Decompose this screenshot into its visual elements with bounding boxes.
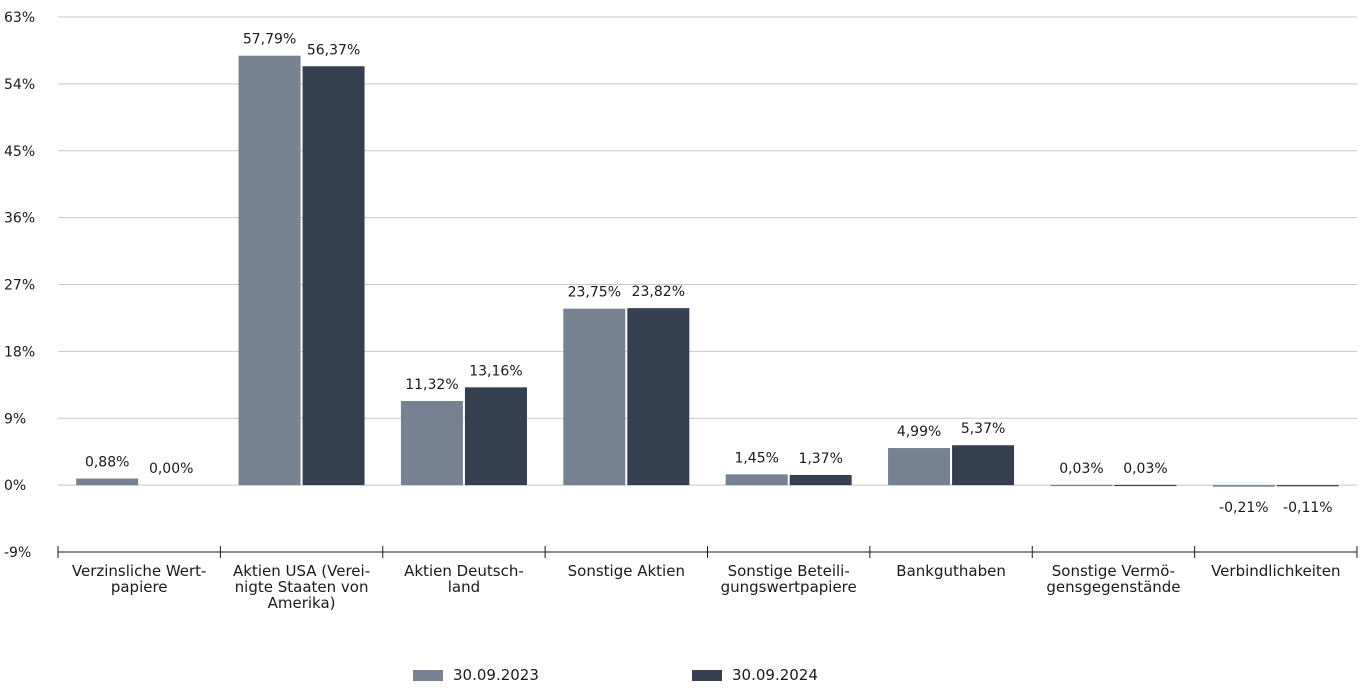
y-tick-label: 45% [4, 144, 35, 160]
data-label: 4,99% [897, 424, 941, 440]
legend-swatch-2024 [692, 669, 722, 681]
y-tick-label: 54% [4, 77, 35, 93]
category-label: gungswertpapiere [721, 578, 857, 596]
legend-item-2024: 30.09.2024 [692, 666, 818, 684]
category-label: nigte Staaten von [235, 578, 369, 596]
y-tick-label: 27% [4, 278, 35, 294]
bar-chart: 63% 54% 45% 36% 27% 18% 9% 0% -9% 0,88% 57,79% 11,3… [4, 10, 1358, 612]
category-label: Sonstige Aktien [568, 562, 685, 580]
bar-30.09.2023 [563, 308, 626, 486]
bar-30.09.2024 [952, 445, 1015, 486]
bar-30.09.2023 [238, 55, 301, 486]
bar-30.09.2024 [1276, 485, 1339, 487]
category-label: gensgegenstände [1046, 578, 1180, 596]
y-tick-label: 9% [4, 411, 26, 427]
bar-30.09.2023 [1212, 485, 1275, 487]
data-label: 1,45% [734, 450, 778, 466]
y-tick-label: 0% [4, 478, 26, 494]
data-label: 0,03% [1123, 461, 1167, 477]
bar-30.09.2023 [1050, 484, 1113, 487]
bar-30.09.2024 [302, 66, 365, 486]
y-tick-label: 36% [4, 211, 35, 227]
bar-30.09.2023 [725, 474, 788, 486]
data-label: 23,82% [632, 284, 685, 300]
category-label: Verzinsliche Wert- [72, 562, 207, 580]
category-label: papiere [111, 578, 168, 596]
category-label: land [448, 578, 480, 596]
bar-30.09.2023 [888, 448, 951, 486]
data-label: 23,75% [568, 285, 621, 301]
bar-30.09.2024 [789, 474, 852, 486]
category-label: Aktien USA (Verei- [233, 562, 370, 580]
legend-label-2023: 30.09.2023 [453, 666, 539, 684]
bar-30.09.2024 [1114, 484, 1177, 487]
data-label: 56,37% [307, 42, 360, 58]
data-label: 5,37% [961, 421, 1005, 437]
legend: 30.09.2023 30.09.2024 [0, 666, 1362, 690]
data-label: 0,03% [1059, 461, 1103, 477]
y-tick-label: 63% [4, 10, 35, 26]
data-label: -0,11% [1283, 500, 1333, 516]
data-label: 1,37% [798, 451, 842, 467]
bar-30.09.2024 [464, 387, 527, 486]
category-label: Aktien Deutsch- [404, 562, 524, 580]
legend-swatch-2023 [413, 669, 443, 681]
category-label: Bankguthaben [896, 562, 1006, 580]
y-tick-label: -9% [4, 545, 31, 561]
category-label: Sonstige Vermö- [1052, 562, 1175, 580]
data-label: -0,21% [1219, 500, 1269, 516]
data-label: 0,00% [149, 461, 193, 477]
bar-30.09.2024 [627, 308, 690, 486]
data-label: 13,16% [469, 363, 522, 379]
data-label: 57,79% [243, 32, 296, 48]
y-tick-label: 18% [4, 344, 35, 360]
legend-item-2023: 30.09.2023 [413, 666, 539, 684]
bar-30.09.2023 [76, 478, 139, 486]
category-label: Verbindlichkeiten [1211, 562, 1340, 580]
bar-30.09.2023 [400, 401, 463, 486]
data-label: 0,88% [85, 455, 129, 471]
data-label: 11,32% [405, 377, 458, 393]
legend-label-2024: 30.09.2024 [732, 666, 818, 684]
category-label: Amerika) [268, 594, 336, 612]
category-label: Sonstige Beteili- [728, 562, 850, 580]
